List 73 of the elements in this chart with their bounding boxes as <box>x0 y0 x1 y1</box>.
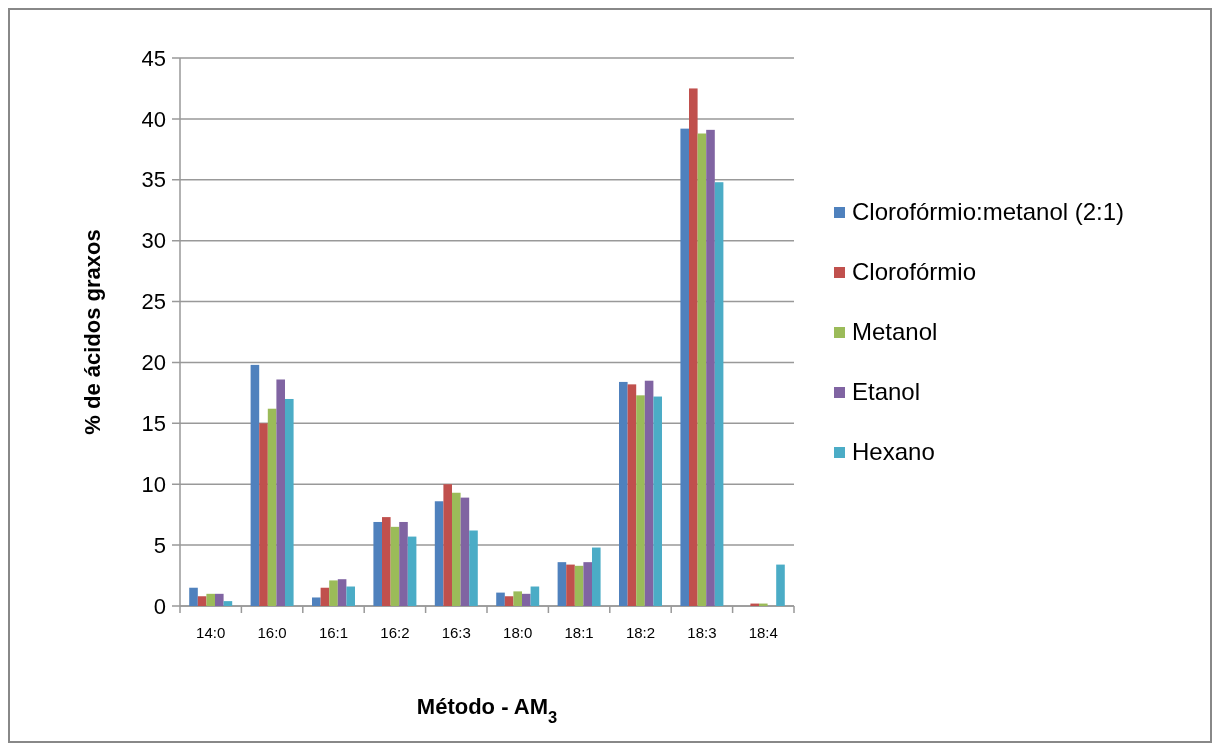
bar <box>469 530 478 606</box>
legend-label: Hexano <box>852 438 935 466</box>
x-tick-label: 18:2 <box>625 624 656 641</box>
bar <box>373 521 383 606</box>
x-tick-label: 14:0 <box>196 624 226 641</box>
y-tick-label: 35 <box>141 167 166 193</box>
bar <box>337 579 347 606</box>
bar <box>346 586 355 606</box>
bar <box>382 517 391 606</box>
legend-label: Clorofórmio:metanol (2:1) <box>852 198 1125 226</box>
bar <box>619 381 628 606</box>
bar <box>689 88 698 606</box>
bar <box>407 536 417 606</box>
bar <box>566 564 575 606</box>
bar <box>460 497 470 606</box>
y-tick-label: 45 <box>141 45 166 71</box>
y-tick-label: 15 <box>141 411 166 437</box>
bar <box>452 492 461 606</box>
x-tick-label: 18:4 <box>748 624 778 641</box>
bar <box>776 564 785 606</box>
y-tick-label: 40 <box>141 106 166 132</box>
bar <box>197 596 207 606</box>
y-tick-label: 25 <box>141 289 166 315</box>
y-tick-label: 5 <box>153 532 166 558</box>
x-tick-label: 18:0 <box>503 624 533 641</box>
bar <box>206 593 215 606</box>
bar <box>259 423 268 606</box>
bar <box>443 484 452 606</box>
bar <box>644 380 654 606</box>
y-tick-label: 30 <box>141 228 166 254</box>
x-tick-label: 16:1 <box>318 624 349 641</box>
bar <box>706 129 715 606</box>
x-axis-title: Método - AM$_{3}$ <box>416 694 558 726</box>
bar <box>557 562 567 606</box>
bar <box>583 562 592 606</box>
bar <box>680 128 690 606</box>
x-tick-label: 18:1 <box>564 624 594 641</box>
y-axis-title: % de ácidos graxos <box>80 229 105 435</box>
bar <box>522 593 531 606</box>
y-tick-label: 0 <box>153 593 166 619</box>
x-tick-label: 16:0 <box>257 624 287 641</box>
bar <box>591 547 601 606</box>
bar <box>390 526 400 606</box>
bar <box>530 586 540 606</box>
bar <box>653 396 662 606</box>
bar <box>329 580 338 606</box>
bar <box>215 593 224 606</box>
bar <box>284 398 294 606</box>
bar <box>504 596 514 606</box>
bar <box>312 597 321 606</box>
x-tick-label: 18:3 <box>687 624 717 641</box>
legend-label: Metanol <box>852 318 938 346</box>
y-tick-label: 20 <box>141 350 166 376</box>
bar <box>496 592 505 606</box>
bar <box>399 521 408 606</box>
bar <box>714 182 724 606</box>
bar <box>276 379 285 606</box>
bar <box>250 364 260 606</box>
x-tick-label: 16:3 <box>441 624 471 641</box>
bar <box>223 601 233 606</box>
bar <box>189 587 198 606</box>
bar <box>267 408 277 606</box>
bar <box>574 565 584 606</box>
legend-label: Etanol <box>852 378 921 406</box>
bar <box>320 587 330 606</box>
bar <box>636 395 645 606</box>
x-tick-label: 16:2 <box>380 624 410 641</box>
bar <box>627 384 637 606</box>
bar <box>434 501 444 606</box>
bar <box>513 591 522 606</box>
bar <box>697 133 707 606</box>
legend-label: Clorofórmio <box>852 258 977 286</box>
y-tick-label: 10 <box>141 471 166 497</box>
